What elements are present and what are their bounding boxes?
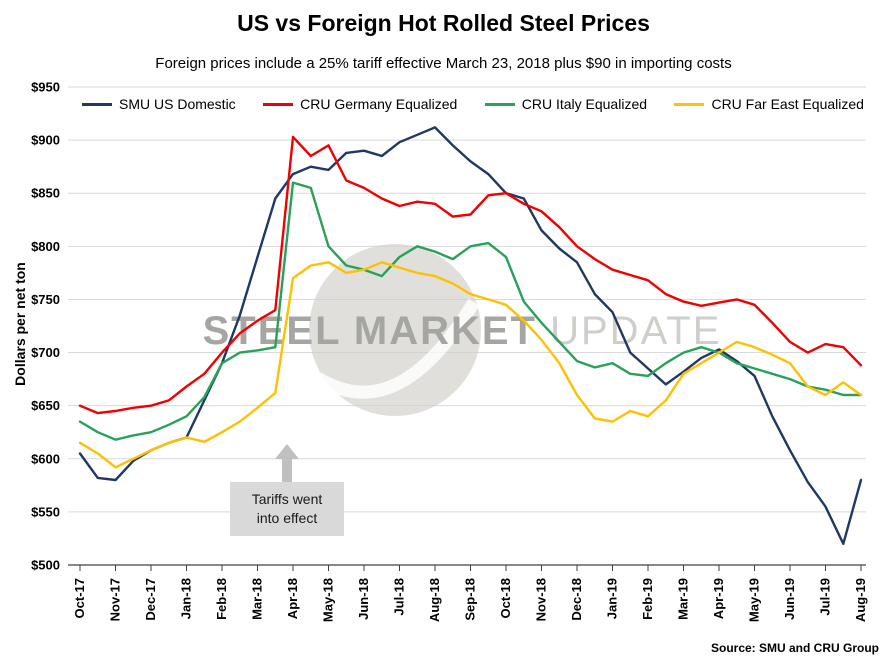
svg-text:$850: $850 — [31, 186, 60, 201]
legend-label: SMU US Domestic — [119, 96, 236, 112]
legend-item-smu-us-domestic: SMU US Domestic — [82, 96, 236, 112]
svg-text:Aug-18: Aug-18 — [427, 578, 442, 622]
svg-text:Dec-18: Dec-18 — [569, 578, 584, 621]
svg-text:Jul-18: Jul-18 — [392, 578, 407, 616]
svg-text:Sep-18: Sep-18 — [463, 578, 478, 621]
svg-text:$700: $700 — [31, 345, 60, 360]
svg-text:Apr-19: Apr-19 — [711, 578, 726, 619]
source-note: Source: SMU and CRU Group — [710, 641, 879, 655]
svg-text:Aug-19: Aug-19 — [853, 578, 868, 622]
svg-text:Nov-18: Nov-18 — [534, 578, 549, 621]
svg-text:Feb-19: Feb-19 — [640, 578, 655, 620]
svg-text:into effect: into effect — [257, 510, 318, 526]
svg-text:Jul-19: Jul-19 — [818, 578, 833, 616]
svg-text:Mar-19: Mar-19 — [676, 578, 691, 620]
svg-text:$650: $650 — [31, 398, 60, 413]
svg-text:Tariffs went: Tariffs went — [252, 491, 323, 507]
series-line-cru-italy-equalized — [78, 181, 863, 441]
svg-text:$550: $550 — [31, 504, 60, 519]
chart-title: US vs Foreign Hot Rolled Steel Prices — [237, 10, 650, 36]
svg-text:Oct-18: Oct-18 — [498, 578, 513, 618]
legend-item-cru-italy-equalized: CRU Italy Equalized — [484, 96, 648, 112]
svg-text:$800: $800 — [31, 239, 60, 254]
chart-subtitle: Foreign prices include a 25% tariff effe… — [155, 55, 732, 72]
svg-text:Oct-17: Oct-17 — [72, 578, 87, 618]
svg-text:$500: $500 — [31, 558, 60, 573]
legend-item-cru-far-east-equalized: CRU Far East Equalized — [674, 96, 864, 112]
annotation-callout: Tariffs went into effect — [230, 444, 344, 536]
y-axis-labels: $500 $550 $600 $650 $700 $750 $800 $850 $900 $950 — [31, 80, 60, 573]
svg-text:Jan-18: Jan-18 — [179, 578, 194, 619]
x-axis: Oct-17 Nov-17 Dec-17 Jan-18 Feb-18 Mar-18 Apr-… — [68, 564, 868, 622]
legend-label: CRU Germany Equalized — [300, 96, 458, 112]
svg-text:May-19: May-19 — [747, 578, 762, 622]
svg-text:Jun-18: Jun-18 — [356, 578, 371, 620]
svg-text:Jun-19: Jun-19 — [782, 578, 797, 620]
svg-text:$750: $750 — [31, 292, 60, 307]
svg-text:May-18: May-18 — [321, 578, 336, 622]
chart-legend: SMU US Domestic CRU Germany Equalized CRU … — [82, 96, 864, 112]
legend-swatch — [484, 102, 515, 106]
svg-text:Dec-17: Dec-17 — [143, 578, 158, 621]
legend-swatch — [674, 102, 705, 106]
svg-text:Nov-17: Nov-17 — [108, 578, 123, 621]
legend-swatch — [263, 102, 294, 106]
series-line-cru-far-east-equalized — [78, 261, 863, 469]
legend-item-cru-germany-equalized: CRU Germany Equalized — [263, 96, 457, 112]
legend-label: CRU Far East Equalized — [711, 96, 864, 112]
svg-text:Feb-18: Feb-18 — [214, 578, 229, 620]
svg-text:Mar-18: Mar-18 — [250, 578, 265, 620]
legend-swatch — [82, 102, 112, 106]
series-line-cru-germany-equalized — [78, 135, 863, 415]
svg-text:$600: $600 — [31, 451, 60, 466]
watermark: STEEL MARKET UPDATE — [203, 244, 722, 416]
svg-text:$950: $950 — [31, 80, 60, 95]
y-axis-title: Dollars per net ton — [12, 262, 28, 386]
svg-text:Jan-19: Jan-19 — [605, 578, 620, 619]
svg-text:Apr-18: Apr-18 — [285, 578, 300, 619]
svg-text:$900: $900 — [31, 133, 60, 148]
svg-text:STEEL MARKET UPDATE: STEEL MARKET UPDATE — [203, 309, 722, 353]
legend-label: CRU Italy Equalized — [521, 96, 648, 112]
